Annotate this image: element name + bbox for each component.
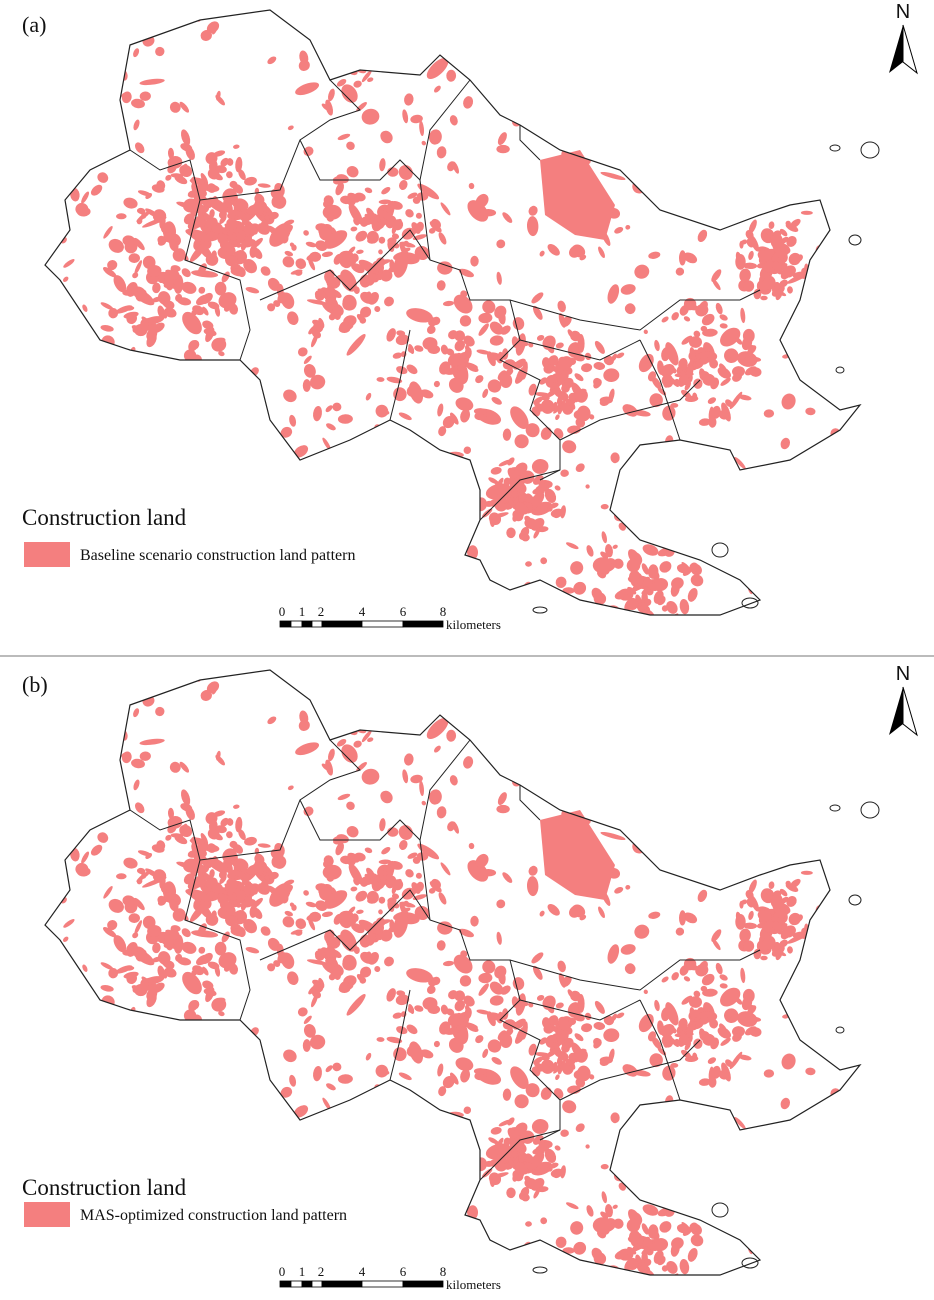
north-arrow: N [889,663,918,737]
scale-label: 1 [299,1264,306,1279]
scale-segment [311,620,323,628]
scale-segment [311,1280,323,1288]
scale-segment [361,1280,404,1288]
scale-label: 6 [400,604,407,619]
scale-label: 4 [359,604,366,619]
scale-segment [301,1280,313,1288]
scale-segment [321,1280,363,1288]
scale-unit: kilometers [446,1277,501,1292]
panel: (a) N Construction land Baseline scenari… [22,0,918,647]
scale-label: 2 [318,604,325,619]
north-arrow: N [889,1,918,75]
scale-label: 0 [279,604,286,619]
scale-segment [321,620,363,628]
legend-swatch [24,542,70,567]
scale-segment [402,620,444,628]
legend-item: MAS-optimized construction land pattern [80,1207,347,1224]
north-label: N [896,1,910,23]
north-label: N [896,663,910,685]
scale-segment [361,620,404,628]
scale-unit: kilometers [446,617,501,632]
scale-segment [290,1280,303,1288]
legend-title: Construction land [22,1175,187,1200]
legend-item: Baseline scenario construction land patt… [80,547,355,564]
scale-label: 2 [318,1264,325,1279]
scale-label: 6 [400,1264,407,1279]
scale-segment [301,620,313,628]
panel-label: (b) [22,672,48,697]
scale-segment [279,1280,292,1288]
scale-label: 8 [440,604,447,619]
legend-swatch [24,1202,70,1227]
scale-segment [279,620,292,628]
scale-segment [402,1280,444,1288]
scale-label: 1 [299,604,306,619]
legend-title: Construction land [22,505,187,530]
scale-label: 4 [359,1264,366,1279]
scale-label: 0 [279,1264,286,1279]
scale-segment [290,620,303,628]
panel: (b) N Construction land MAS-optimized co… [22,660,918,1295]
scale-label: 8 [440,1264,447,1279]
panel-label: (a) [22,12,46,37]
